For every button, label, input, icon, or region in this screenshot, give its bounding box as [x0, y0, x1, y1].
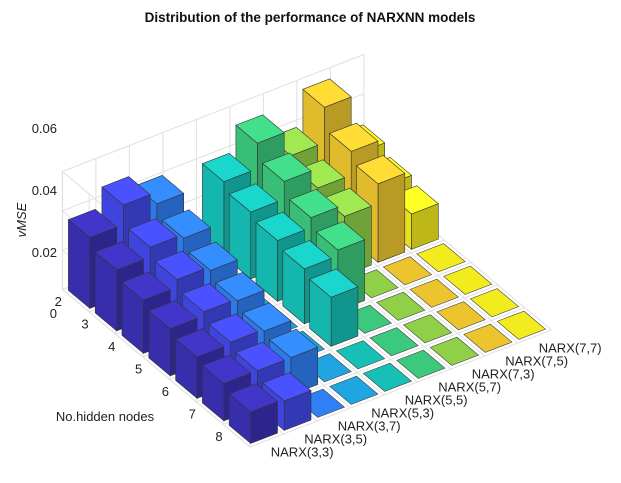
bar-NARX(5,3)-h8 [329, 375, 379, 405]
bar-front [377, 172, 406, 263]
floor-gridline [249, 329, 552, 448]
bar-NARX(7,3)-h6 [376, 291, 426, 321]
bar-top [175, 328, 225, 358]
bar-NARX(7,3)-h8 [429, 336, 480, 366]
z-tick-label: 0.02 [32, 245, 57, 260]
bar-NARX(5,5)-h7 [335, 340, 386, 370]
bar-top [228, 383, 279, 413]
x-tick-label: NARX(3,3) [271, 445, 334, 460]
bar-top [469, 288, 520, 318]
y-axis-label: No.hidden nodes [56, 409, 155, 424]
bar-NARX(7,5)-h7 [436, 301, 486, 331]
bar-top [201, 354, 252, 384]
x-tick-label: NARX(3,7) [338, 419, 401, 434]
bar-top [121, 271, 171, 301]
y-tick-label: 3 [81, 316, 88, 331]
bar-top [288, 188, 339, 218]
z-tick-label: 0 [50, 306, 57, 321]
bar-NARX(7,5)-h5 [382, 256, 433, 286]
bar-top [362, 362, 413, 392]
bar-top [215, 272, 265, 302]
bar-top [255, 211, 305, 241]
bar-top [369, 327, 419, 357]
z-tick-label: 0.04 [32, 183, 57, 198]
bar-top [302, 78, 352, 108]
bar-top [329, 375, 379, 405]
bar-NARX(5,5)-h8 [362, 362, 413, 392]
z-tick-label: 0.06 [32, 121, 57, 136]
bar-top [335, 340, 386, 370]
bar-top [282, 240, 332, 270]
bar-top [235, 341, 285, 371]
bar-top [315, 221, 366, 251]
bar-NARX(7,7)-h7 [469, 288, 520, 318]
y-tick-label: 6 [162, 384, 169, 399]
y-tick-label: 5 [135, 361, 142, 376]
bar-top [309, 268, 359, 298]
bar-top [376, 291, 426, 321]
x-tick-label: NARX(5,5) [405, 393, 468, 408]
bar-NARX(7,5)-h6 [409, 278, 459, 308]
bar-top [235, 114, 285, 144]
y-tick-label: 7 [189, 406, 196, 421]
bar-top [355, 155, 406, 185]
bar-top [329, 122, 379, 152]
x-tick-label: NARX(7,7) [539, 341, 602, 356]
x-tick-label: NARX(3,5) [304, 432, 367, 447]
bar-NARX(7,7)-h5 [416, 243, 466, 273]
bar-NARX(7,5)-h4 [355, 155, 406, 264]
bar-NARX(7,3)-h7 [402, 314, 453, 344]
bar-top [496, 310, 547, 340]
bar-top [262, 152, 312, 182]
bar-top [94, 241, 145, 271]
bar-top [128, 218, 178, 248]
bar-top [463, 323, 513, 353]
bar-top [181, 283, 232, 313]
bar-top [382, 256, 433, 286]
bar-NARX(3,3)-h8 [228, 383, 279, 445]
bar-NARX(7,7)-h6 [443, 265, 493, 295]
bar-top [409, 278, 459, 308]
bar-top [188, 241, 238, 271]
bar-top [429, 336, 480, 366]
bar-top [436, 301, 486, 331]
x-tick-label: NARX(5,3) [371, 406, 434, 421]
bar-NARX(5,7)-h8 [396, 349, 446, 379]
bar-top [228, 183, 279, 213]
bar-top [416, 243, 466, 273]
y-tick-label: 4 [108, 339, 115, 354]
bar-top [161, 209, 212, 239]
bar-top [201, 152, 252, 183]
bar-NARX(7,5)-h8 [463, 323, 513, 353]
bar-layer [67, 78, 547, 445]
bar-NARX(7,7)-h8 [496, 310, 547, 340]
bar-NARX(5,7)-h7 [369, 327, 419, 357]
z-gridline-back [62, 54, 365, 172]
bar-top [396, 349, 446, 379]
chart-title: Distribution of the performance of NARXN… [145, 10, 476, 25]
bar-top [148, 300, 198, 330]
bar-top [67, 208, 118, 238]
x-tick-label: NARX(5,7) [438, 380, 501, 395]
bar-top [242, 302, 292, 332]
x-tick-label: NARX(7,5) [505, 354, 568, 369]
y-tick-label: 8 [215, 429, 222, 444]
floor-gridline [62, 289, 251, 448]
bar-top [208, 313, 258, 343]
bar-top [268, 328, 319, 358]
y-tick-label: 2 [55, 294, 62, 309]
bar-NARX(5,5)-h6 [309, 268, 359, 348]
label-layer: 00.020.040.062345678NARX(3,3)NARX(3,5)NA… [32, 121, 602, 460]
z-axis-label: vMSE [14, 202, 29, 237]
bar-top [101, 176, 151, 206]
bar-top [443, 265, 493, 295]
bar-top [154, 250, 205, 280]
bar-top [402, 314, 453, 344]
bar-top [262, 372, 312, 402]
x-tick-label: NARX(7,3) [472, 367, 535, 382]
